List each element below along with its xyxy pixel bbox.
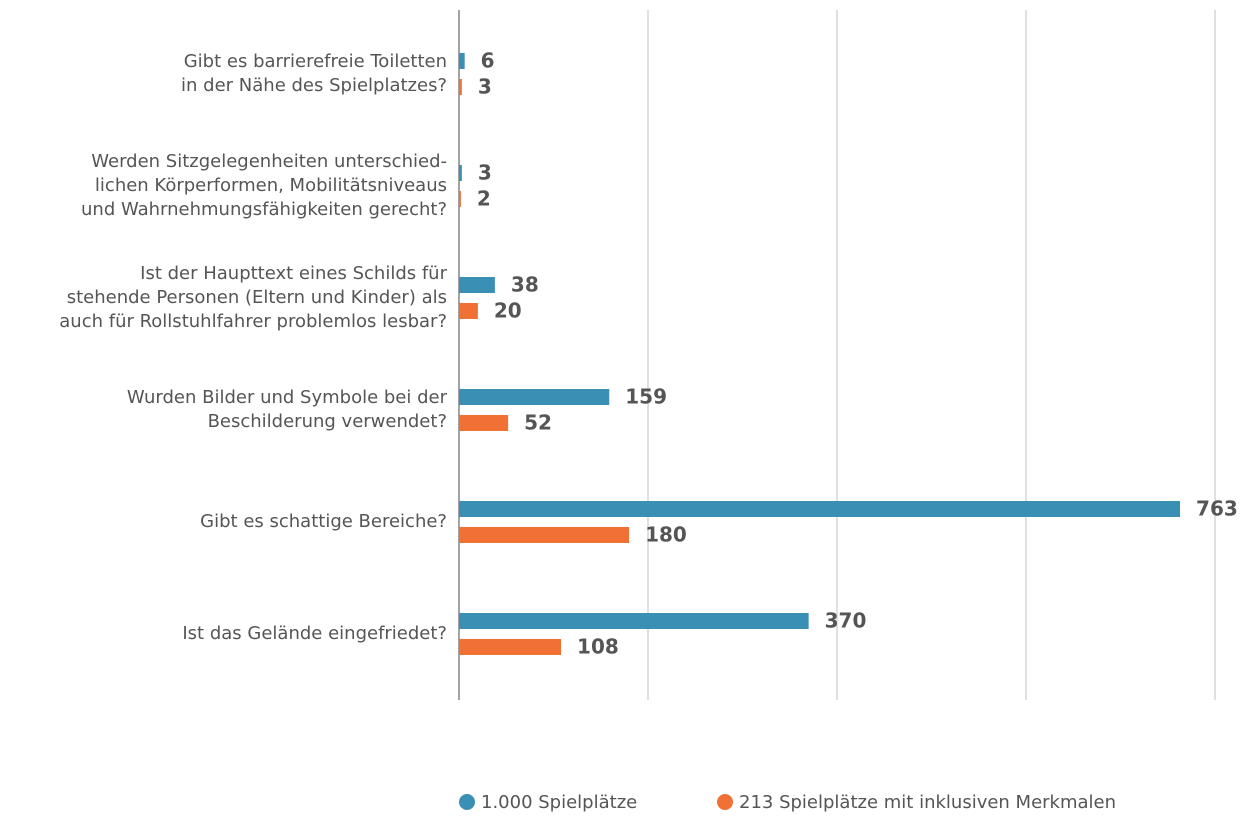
bar <box>459 79 462 95</box>
legend-marker <box>717 794 733 810</box>
bar <box>459 501 1181 517</box>
data-label: 370 <box>825 609 867 633</box>
data-label: 3 <box>478 161 492 185</box>
data-label: 3 <box>478 75 492 99</box>
data-label: 6 <box>481 49 495 73</box>
category-label: Wurden Bilder und Symbole bei der Beschi… <box>126 387 447 432</box>
legend-label: 213 Spielplätze mit inklusiven Merkmalen <box>739 792 1116 813</box>
bar <box>459 277 495 293</box>
bar <box>459 415 509 431</box>
data-label: 38 <box>511 273 539 297</box>
data-label: 108 <box>577 635 619 659</box>
bar <box>459 303 478 319</box>
legend-marker <box>459 794 475 810</box>
data-label: 20 <box>494 299 522 323</box>
data-label: 180 <box>645 523 687 547</box>
bar <box>459 527 630 543</box>
data-label: 52 <box>524 411 552 435</box>
bar <box>459 639 562 655</box>
bar <box>459 613 809 629</box>
bar <box>459 389 610 405</box>
category-label: Gibt es schattige Bereiche? <box>200 511 447 532</box>
data-label: 2 <box>477 187 491 211</box>
category-label: Ist der Haupttext eines Schilds für steh… <box>59 263 447 332</box>
category-label: Ist das Gelände eingefriedet? <box>182 623 447 644</box>
bar <box>459 191 461 207</box>
category-label: Gibt es barrierefreie Toiletten in der N… <box>181 51 447 96</box>
bar <box>459 53 465 69</box>
legend-label: 1.000 Spielplätze <box>481 792 637 813</box>
category-label: Werden Sitzgelegenheiten unterschied- li… <box>81 151 447 220</box>
bar <box>459 165 462 181</box>
data-label: 763 <box>1196 497 1238 521</box>
data-label: 159 <box>625 385 667 409</box>
